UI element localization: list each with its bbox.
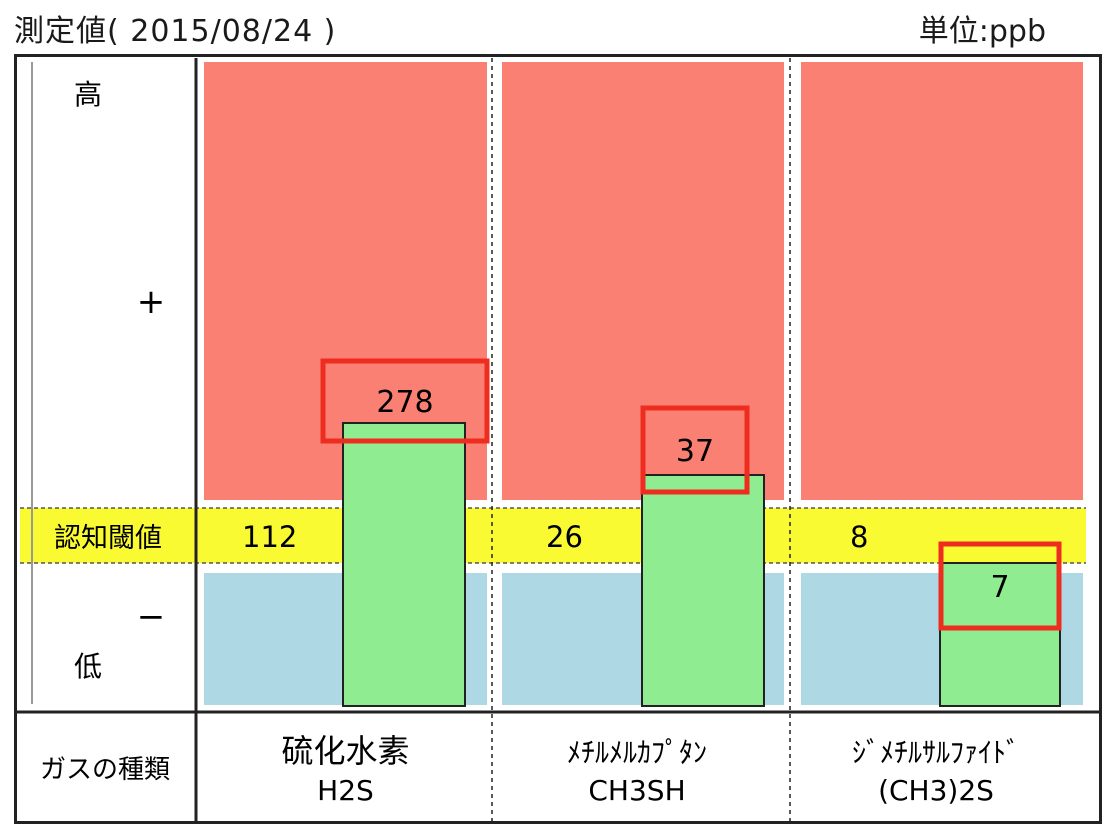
threshold-band (20, 508, 1086, 563)
threshold-value-label: 8 (850, 520, 868, 554)
bar-value-label: 37 (676, 434, 714, 469)
bar-layer: 278 112 37 26 7 8 (242, 358, 1062, 707)
bar (939, 562, 1061, 707)
scale-low-label: 低 (74, 650, 102, 683)
chart-title: 測定値( 2015/08/24 ) (14, 14, 337, 49)
value-highlight-box (640, 405, 750, 495)
threshold-value-label: 112 (242, 520, 297, 554)
category-name-label: ｼﾞﾒﾁﾙｻﾙﾌｧｲﾄﾞ (852, 736, 1020, 769)
bar-value-label: 278 (376, 385, 433, 420)
chart-frame (14, 54, 1102, 824)
category-label-layer: 硫化水素 H2S ﾒﾁﾙﾒﾙｶﾌﾟﾀﾝ CH3SH ｼﾞﾒﾁﾙｻﾙﾌｧｲﾄﾞ (CH3)2… (281, 732, 1020, 807)
category-name-label: ﾒﾁﾙﾒﾙｶﾌﾟﾀﾝ (567, 736, 707, 769)
unit-label: 単位:ppb (918, 14, 1046, 49)
above-threshold-zone (801, 62, 1083, 500)
threshold-value-label: 26 (546, 520, 583, 554)
bar (641, 474, 765, 707)
category-formula-label: (CH3)2S (878, 774, 994, 807)
value-highlight-box (938, 541, 1062, 631)
bar (342, 422, 466, 707)
category-name-label: 硫化水素 (281, 732, 409, 770)
scale-high-label: 高 (74, 78, 102, 111)
category-formula-label: H2S (317, 774, 374, 807)
threshold-label: 認知閾値 (54, 523, 162, 554)
value-highlight-box (320, 358, 490, 444)
scale-minus-label: − (137, 597, 166, 637)
bar-value-label: 7 (990, 570, 1009, 605)
category-formula-label: CH3SH (588, 774, 685, 807)
scale-plus-label: + (137, 282, 166, 322)
gas-type-label: ガスの種類 (40, 755, 170, 785)
